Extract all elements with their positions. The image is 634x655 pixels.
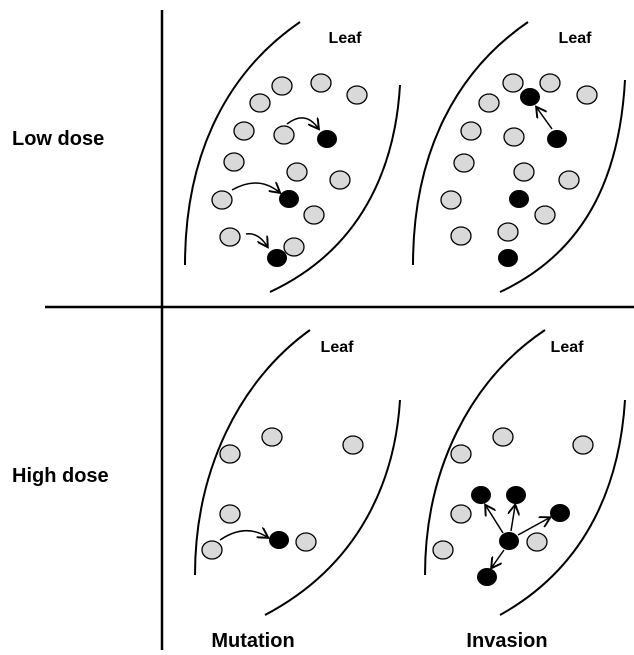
leaf-label: Leaf <box>551 339 585 356</box>
cell <box>520 88 540 106</box>
cell <box>460 121 482 141</box>
cell <box>219 504 241 524</box>
leaf-label: Leaf <box>559 30 593 47</box>
cell <box>303 205 325 225</box>
cell <box>539 73 561 93</box>
cell <box>502 73 524 93</box>
arrow <box>286 118 318 128</box>
arrow <box>245 233 267 246</box>
cell <box>572 435 594 455</box>
arrow <box>517 518 549 536</box>
leaf-label: Leaf <box>329 30 363 47</box>
panel: Leaf <box>412 21 626 293</box>
panel: Leaf <box>184 21 401 293</box>
cell <box>506 486 526 504</box>
cell <box>453 153 475 173</box>
leaf-edge <box>424 329 546 576</box>
cell <box>249 93 271 113</box>
cell <box>219 444 241 464</box>
leaf-edge <box>412 21 529 266</box>
row-label: Low dose <box>12 128 104 150</box>
cell <box>317 130 337 148</box>
arrow <box>492 549 505 567</box>
panel: Leaf <box>194 329 401 616</box>
leaf-edge <box>194 329 311 576</box>
cell <box>286 162 308 182</box>
cell <box>450 504 472 524</box>
cell <box>534 205 556 225</box>
cell <box>497 222 519 242</box>
column-label: Mutation <box>211 630 294 652</box>
arrow <box>511 506 515 532</box>
cell <box>201 540 223 560</box>
cell <box>558 170 580 190</box>
leaf-edge <box>269 84 401 293</box>
arrow <box>486 506 504 534</box>
cell <box>498 249 518 267</box>
arrow <box>219 531 267 541</box>
cell <box>477 568 497 586</box>
cell <box>478 93 500 113</box>
cell <box>432 540 454 560</box>
cell <box>440 190 462 210</box>
cell <box>223 152 245 172</box>
cells <box>211 73 368 267</box>
cell <box>273 125 295 145</box>
cell <box>279 190 299 208</box>
cell <box>471 486 491 504</box>
cell <box>329 170 351 190</box>
cell <box>269 531 289 549</box>
cells <box>432 427 594 586</box>
cell <box>233 121 255 141</box>
cell <box>211 190 233 210</box>
column-label: Invasion <box>466 630 547 652</box>
arrow <box>231 183 279 192</box>
cell <box>310 73 332 93</box>
cell <box>271 76 293 96</box>
leaf-edge <box>499 399 626 616</box>
leaf-edge <box>499 79 626 293</box>
cells <box>440 73 598 267</box>
cell <box>267 249 287 267</box>
cell <box>550 504 570 522</box>
panel: Leaf <box>424 329 626 616</box>
cell <box>450 226 472 246</box>
cell <box>219 227 241 247</box>
cell <box>499 532 519 550</box>
cell <box>295 532 317 552</box>
cell <box>513 162 535 182</box>
cell <box>576 85 598 105</box>
leaf-label: Leaf <box>321 339 355 356</box>
cell <box>261 427 283 447</box>
leaf-edge <box>184 21 301 266</box>
cell <box>342 435 364 455</box>
arrow <box>537 108 553 130</box>
cell <box>503 127 525 147</box>
cell <box>492 427 514 447</box>
cell <box>526 532 548 552</box>
cell <box>509 190 529 208</box>
cell <box>450 444 472 464</box>
cell <box>283 237 305 257</box>
row-label: High dose <box>12 465 109 487</box>
leaf-edge <box>264 399 401 616</box>
cell <box>346 85 368 105</box>
cell <box>547 130 567 148</box>
cells <box>201 427 364 560</box>
